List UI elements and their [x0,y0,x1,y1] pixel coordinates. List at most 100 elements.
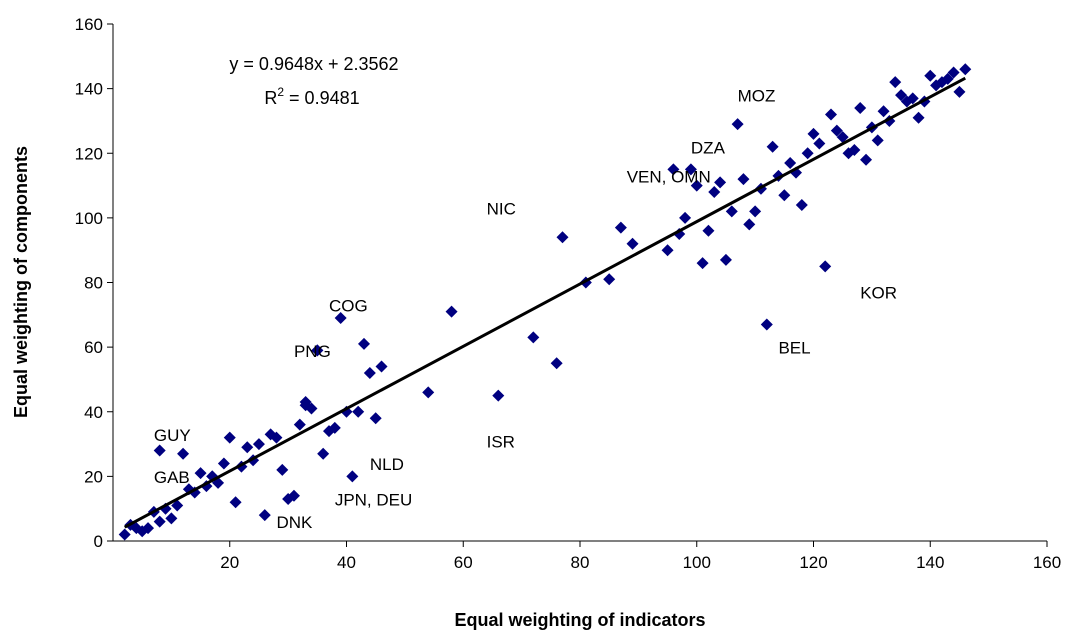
data-point [766,140,779,153]
trendline [123,76,966,529]
data-point [626,237,639,250]
data-point [171,499,184,512]
data-point [807,127,820,140]
data-point [369,412,382,425]
y-tick-label: 40 [84,403,103,422]
x-tick-label: 140 [916,553,944,572]
point-annotation: VEN, OMN [627,167,711,186]
y-tick-label: 80 [84,274,103,293]
point-annotation: COG [329,297,368,316]
data-point [299,399,312,412]
data-point [177,447,190,460]
y-tick-label: 60 [84,338,103,357]
trendline-equation: y = 0.9648x + 2.3562 [229,54,398,74]
point-annotation: GUY [154,426,191,445]
data-point [165,512,178,525]
data-point [696,257,709,270]
data-point [445,305,458,318]
data-point [702,224,715,237]
data-point [906,92,919,105]
y-tick-label: 100 [75,209,103,228]
x-tick-label: 160 [1033,553,1061,572]
data-point [550,357,563,370]
data-point [270,431,283,444]
y-tick-label: 120 [75,144,103,163]
data-point [819,260,832,273]
point-annotations: MOZ DZA VEN, OMN NIC KOR COG PNG BEL ISR GUY GAB NL… [154,87,897,533]
data-point [795,198,808,211]
data-point [912,111,925,124]
data-point [830,124,843,137]
data-point [690,179,703,192]
data-point [556,231,569,244]
data-point [684,163,697,176]
data-point [614,221,627,234]
data-point [229,496,242,509]
data-point [252,438,265,451]
data-point [287,489,300,502]
data-point [959,63,972,76]
data-point [492,389,505,402]
point-annotation: GAB [154,468,190,487]
x-tick-label: 120 [799,553,827,572]
point-annotation: JPN, DEU [335,490,412,509]
point-annotation: ISR [487,432,515,451]
data-point [871,134,884,147]
x-tick-label: 100 [683,553,711,572]
data-point [924,69,937,82]
data-point [317,447,330,460]
data-point [836,131,849,144]
r-squared-value: = 0.9481 [284,88,360,108]
data-point [241,441,254,454]
point-annotation: DNK [276,513,313,532]
data-point [825,108,838,121]
point-annotation: KOR [860,284,897,303]
data-point [667,163,680,176]
y-axis-title: Equal weighting of components [11,146,31,418]
data-point [153,515,166,528]
data-point [714,176,727,189]
data-point [422,386,435,399]
data-point [276,463,289,476]
y-tick-label: 160 [75,15,103,34]
point-annotation: DZA [691,138,726,157]
data-point [813,137,826,150]
data-point [848,144,861,157]
data-point [311,344,324,357]
data-point [947,66,960,79]
x-tick-label: 20 [220,553,239,572]
data-point [854,102,867,115]
data-point [895,89,908,102]
data-point [334,312,347,325]
data-point [708,186,721,199]
x-axis-title: Equal weighting of indicators [454,610,705,630]
data-point [941,72,954,85]
point-annotation: BEL [778,339,810,358]
data-point [860,153,873,166]
data-point [661,244,674,257]
data-point [142,522,155,535]
data-point [375,360,388,373]
data-point [153,444,166,457]
y-tick-label: 20 [84,467,103,486]
data-point [527,331,540,344]
data-point [118,528,131,541]
r-squared-symbol: R [264,88,277,108]
data-point [778,189,791,202]
data-point [363,366,376,379]
point-annotation: NLD [370,455,404,474]
data-point [801,147,814,160]
data-point [737,173,750,186]
data-point [258,509,271,522]
r-squared-label: R2 = 0.9481 [264,85,359,108]
data-point [352,405,365,418]
x-tick-label: 60 [454,553,473,572]
data-point [760,318,773,331]
point-annotation: NIC [487,200,516,219]
data-point [217,457,230,470]
data-point [953,85,966,98]
ticks: 0 20 40 60 80 100 120 140 160 20 40 60 80 100 120 140 16… [75,15,1062,572]
data-point [725,205,738,218]
y-tick-label: 0 [94,532,103,551]
